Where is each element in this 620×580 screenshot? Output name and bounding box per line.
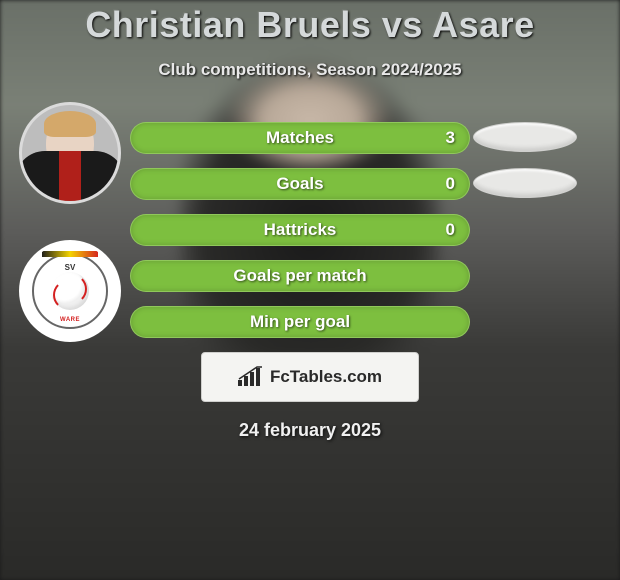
stat-bar-min-per-goal: Min per goal — [130, 306, 470, 338]
content-root: Christian Bruels vs Asare Club competiti… — [0, 0, 620, 580]
right-value-column — [470, 214, 580, 246]
stat-bar-goals: Goals 0 — [130, 168, 470, 200]
branding-text: FcTables.com — [270, 367, 382, 387]
club-crest: SV WARE — [32, 253, 108, 329]
stat-bar-matches: Matches 3 — [130, 122, 470, 154]
club-avatar: SV WARE — [19, 240, 121, 342]
comparison-subtitle: Club competitions, Season 2024/2025 — [0, 60, 620, 80]
stat-label: Hattricks — [264, 220, 337, 240]
stat-label: Goals — [276, 174, 323, 194]
right-value-column — [470, 260, 580, 292]
stat-bar-hattricks: Hattricks 0 — [130, 214, 470, 246]
stat-label: Matches — [266, 128, 334, 148]
stat-label: Min per goal — [250, 312, 350, 332]
stat-right-cap — [473, 168, 577, 198]
player-avatar — [19, 102, 121, 204]
right-value-column — [470, 168, 580, 200]
right-value-column — [470, 306, 580, 338]
bars-icon — [238, 366, 264, 388]
stat-label: Goals per match — [233, 266, 366, 286]
crest-top-text: SV — [65, 263, 76, 272]
stat-left-value: 3 — [446, 128, 455, 148]
stat-right-cap — [473, 122, 577, 152]
crest-bottom-text: WARE — [60, 317, 80, 323]
player-jersey — [19, 151, 121, 204]
right-value-column — [470, 122, 580, 154]
stats-list: Matches 3 Goals 0 Hattricks 0 — [0, 122, 620, 338]
stat-row: Matches 3 — [0, 122, 620, 154]
stat-row: Hattricks 0 — [0, 214, 620, 246]
comparison-title: Christian Bruels vs Asare — [0, 4, 620, 46]
stat-row: SV WARE Goals per match — [0, 260, 620, 292]
branding-panel: FcTables.com — [201, 352, 419, 402]
stat-bar-goals-per-match: Goals per match — [130, 260, 470, 292]
snapshot-date: 24 february 2025 — [0, 420, 620, 441]
stat-left-value: 0 — [446, 220, 455, 240]
stat-left-value: 0 — [446, 174, 455, 194]
